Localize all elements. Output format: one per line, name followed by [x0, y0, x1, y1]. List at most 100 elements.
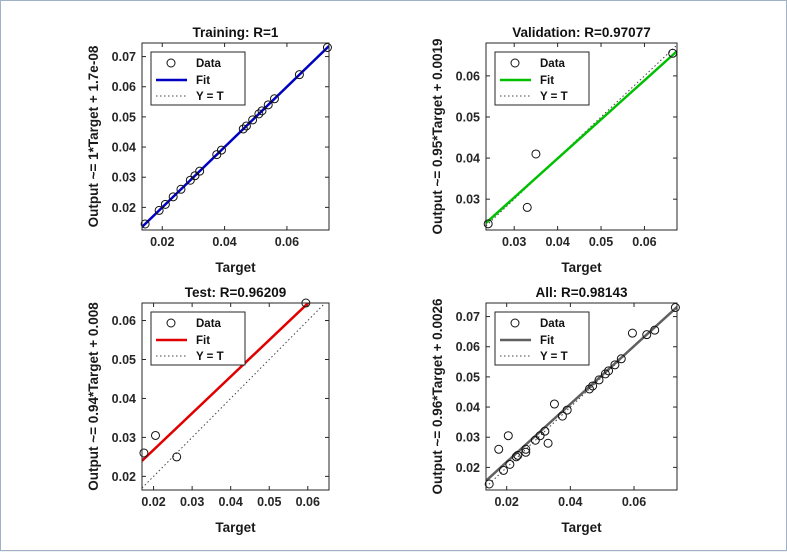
data-point: [160, 199, 170, 209]
data-point: [195, 166, 205, 176]
chart-title: Training: R=1: [193, 25, 279, 40]
data-point: [140, 219, 150, 229]
legend-fit-label: Fit: [540, 75, 554, 87]
data-point: [650, 325, 660, 335]
legend-data-label: Data: [196, 58, 222, 70]
plot-content: [142, 45, 329, 228]
data-point: [185, 175, 195, 185]
y-tick-label: 0.06: [112, 80, 136, 94]
data-point: [521, 447, 531, 457]
legend-data-marker: [510, 58, 520, 68]
data-point: [505, 459, 515, 469]
y-tick-label: 0.05: [456, 370, 480, 384]
x-tick-label: 0.06: [622, 495, 646, 509]
legend: Data Fit Y = T: [150, 51, 246, 106]
legend-box: [150, 311, 246, 366]
legend: Data Fit Y = T: [494, 51, 590, 106]
data-point: [530, 435, 540, 445]
data-point: [610, 360, 620, 370]
legend-data-label: Data: [540, 58, 566, 70]
data-point: [522, 202, 532, 212]
data-point: [499, 465, 509, 475]
data-point: [540, 426, 550, 436]
y-axis-label: Output ~= 1*Target + 1.7e-08: [86, 45, 101, 227]
data-point: [600, 369, 610, 379]
fit-line: [486, 306, 677, 482]
y-axis-label: Output ~= 0.94*Target + 0.008: [86, 302, 101, 491]
y-tick-label: 0.06: [456, 69, 480, 83]
x-axis-label: Target: [215, 260, 256, 275]
data-point: [168, 192, 178, 202]
legend-data-label: Data: [540, 318, 566, 330]
y-tick-label: 0.07: [456, 310, 480, 324]
plot-content: [486, 305, 677, 488]
y-tick-label: 0.04: [112, 392, 136, 406]
fit-line: [142, 303, 311, 462]
y-tick-label: 0.04: [456, 152, 480, 166]
y-tick-label: 0.05: [112, 110, 136, 124]
legend-data-marker: [166, 58, 176, 68]
legend-box: [494, 311, 590, 366]
data-point: [588, 381, 598, 391]
data-point: [294, 70, 304, 80]
data-point: [263, 100, 273, 110]
legend-identity-label: Y = T: [540, 91, 568, 103]
data-point: [254, 109, 264, 119]
x-tick-label: 0.04: [219, 495, 243, 509]
data-point: [562, 405, 572, 415]
legend: Data Fit Y = T: [150, 311, 246, 366]
plot-frame: [141, 42, 330, 231]
legend: Data Fit Y = T: [494, 311, 590, 366]
x-tick-label: 0.05: [257, 495, 281, 509]
y-tick-label: 0.03: [456, 431, 480, 445]
data-point: [642, 330, 652, 340]
plot-frame: [485, 42, 678, 231]
legend-box: [494, 51, 590, 106]
data-point: [241, 121, 251, 131]
data-point: [257, 106, 267, 116]
data-point: [627, 328, 637, 338]
data-point: [549, 399, 559, 409]
y-tick-label: 0.06: [456, 340, 480, 354]
data-point: [248, 115, 258, 125]
y-tick-label: 0.06: [112, 314, 136, 328]
data-point: [190, 171, 200, 181]
x-tick-label: 0.02: [495, 495, 519, 509]
x-tick-label: 0.04: [545, 235, 569, 249]
legend-fit-label: Fit: [196, 75, 210, 87]
chart-title: Validation: R=0.97077: [512, 25, 650, 40]
data-point: [216, 145, 226, 155]
legend-identity-label: Y = T: [196, 351, 224, 363]
legend-data-marker: [510, 318, 520, 328]
y-tick-label: 0.02: [112, 470, 136, 484]
data-point: [172, 452, 182, 462]
data-point: [238, 124, 248, 134]
legend-data-marker: [166, 318, 176, 328]
legend-fit-label: Fit: [196, 335, 210, 347]
data-point: [511, 452, 521, 462]
fit-line: [142, 45, 329, 228]
data-point: [322, 43, 332, 53]
plot-frame: [485, 302, 678, 491]
x-axis-label: Target: [561, 520, 602, 535]
chart-title: All: R=0.98143: [536, 285, 628, 300]
y-tick-label: 0.02: [456, 461, 480, 475]
x-tick-label: 0.02: [150, 235, 174, 249]
fit-line: [486, 50, 677, 224]
data-point: [150, 430, 160, 440]
legend-data-label: Data: [196, 318, 222, 330]
x-tick-label: 0.05: [589, 235, 613, 249]
y-tick-label: 0.05: [456, 110, 480, 124]
legend-box: [150, 51, 246, 106]
y-tick-label: 0.04: [112, 141, 136, 155]
chart-panel-2: Validation: R=0.97077 Target Output ~= 0.9…: [430, 25, 678, 275]
x-tick-label: 0.03: [502, 235, 526, 249]
y-tick-label: 0.05: [112, 353, 136, 367]
y-axis-label: Output ~= 0.96*Target + 0.0026: [430, 298, 445, 494]
chart-panel-4: All: R=0.98143 Target Output ~= 0.96*Targe…: [430, 285, 680, 535]
legend-identity-label: Y = T: [540, 351, 568, 363]
data-point: [483, 219, 493, 229]
y-axis-label: Output ~= 0.95*Target + 0.0019: [430, 39, 445, 235]
